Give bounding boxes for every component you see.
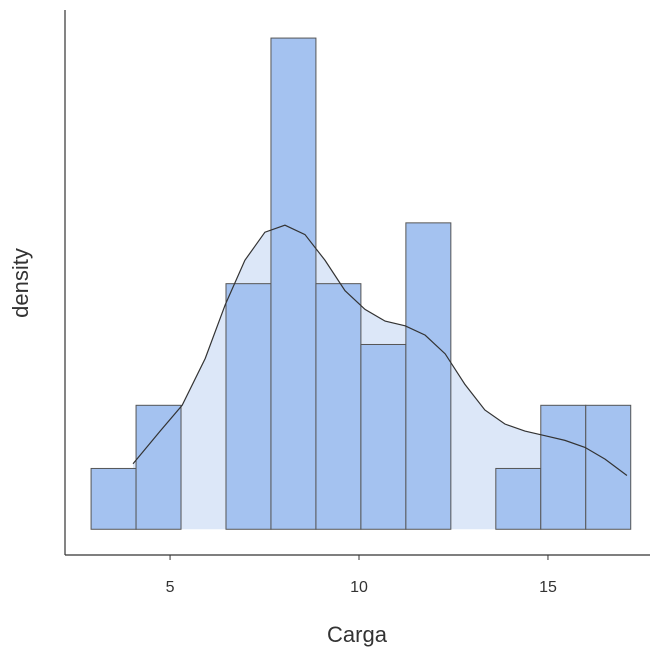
bar (90, 467, 137, 530)
x-axis-title: Carga (327, 622, 388, 647)
x-tick-label: 10 (350, 579, 368, 596)
bar (315, 283, 362, 530)
bar (540, 404, 587, 530)
bar (405, 222, 452, 530)
bar (135, 404, 182, 530)
density-line (132, 224, 628, 476)
bar (360, 343, 407, 530)
y-axis-title: density (8, 248, 33, 318)
bar (270, 37, 317, 530)
x-tick-label: 15 (539, 579, 557, 596)
x-tick-label: 5 (166, 579, 175, 596)
bar (585, 404, 632, 530)
bar (495, 467, 542, 530)
bar (225, 283, 272, 530)
